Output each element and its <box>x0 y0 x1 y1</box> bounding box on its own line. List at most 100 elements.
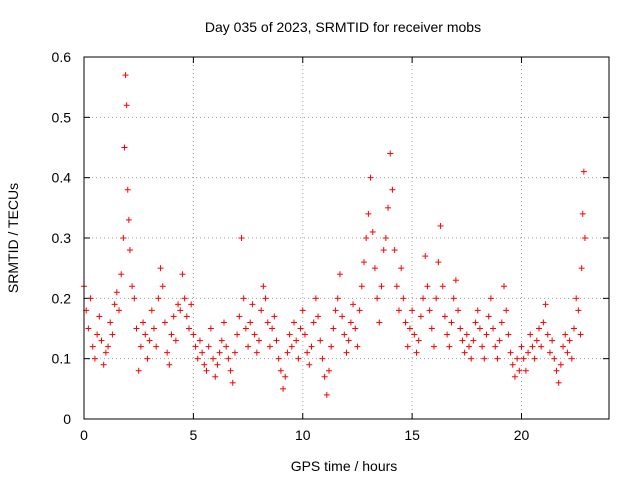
data-point <box>286 331 293 338</box>
data-point <box>153 343 160 350</box>
data-point <box>216 349 223 356</box>
data-point <box>352 325 359 332</box>
y-tick-label: 0.4 <box>52 170 72 186</box>
data-point <box>157 265 164 272</box>
data-point <box>422 253 429 260</box>
data-point <box>199 349 206 356</box>
data-point <box>328 343 335 350</box>
data-point <box>365 210 372 217</box>
data-point <box>310 319 317 326</box>
data-point <box>424 283 431 290</box>
data-point <box>428 325 435 332</box>
data-points <box>81 72 588 398</box>
y-tick-label: 0.2 <box>52 290 72 306</box>
data-point <box>470 337 477 344</box>
data-point <box>221 319 227 326</box>
data-point <box>433 295 440 302</box>
data-point <box>100 361 107 368</box>
data-point <box>562 331 569 338</box>
data-point <box>260 283 267 290</box>
data-point <box>299 307 306 314</box>
data-point <box>151 325 157 332</box>
data-point <box>89 343 96 350</box>
data-point <box>578 265 585 272</box>
data-point <box>148 307 155 314</box>
data-point <box>487 295 494 302</box>
data-point <box>404 343 411 350</box>
data-point <box>336 271 343 278</box>
data-point <box>553 367 560 374</box>
data-point <box>437 222 444 229</box>
data-point <box>123 102 130 109</box>
data-point <box>406 325 413 332</box>
data-point <box>540 319 547 326</box>
data-point <box>505 331 512 338</box>
tick-labels: 0 5 10 15 20 0 0.1 0.2 0.3 0.4 0.5 0.6 <box>52 49 530 443</box>
data-point <box>354 343 361 350</box>
data-point <box>542 301 549 308</box>
data-point <box>580 168 587 175</box>
chart-title: Day 035 of 2023, SRMTID for receiver mob… <box>205 19 481 35</box>
data-point <box>549 337 556 344</box>
grid <box>84 57 609 419</box>
data-point <box>312 295 319 302</box>
data-point <box>295 355 302 362</box>
data-point <box>341 331 348 338</box>
data-point <box>529 343 536 350</box>
data-point <box>426 307 433 314</box>
data-point <box>315 313 322 320</box>
data-point <box>120 235 127 241</box>
data-point <box>374 295 381 302</box>
data-point <box>253 349 260 356</box>
data-point <box>118 271 125 278</box>
plot-area-border <box>83 56 610 420</box>
data-point <box>225 355 232 362</box>
data-point <box>431 343 437 350</box>
data-point <box>525 349 532 356</box>
data-point <box>575 307 582 314</box>
data-point <box>280 385 287 392</box>
data-point <box>229 379 236 386</box>
data-point <box>205 343 212 350</box>
data-point <box>256 337 262 344</box>
data-point <box>551 355 558 362</box>
data-point <box>520 355 527 362</box>
data-point <box>293 337 300 344</box>
y-tick-label: 0.1 <box>52 351 72 367</box>
data-point <box>131 295 138 302</box>
data-point <box>566 337 573 344</box>
data-point <box>531 355 538 362</box>
data-point <box>369 228 376 235</box>
data-point <box>98 337 105 344</box>
data-point <box>238 235 245 241</box>
y-tick-label: 0.5 <box>52 109 72 125</box>
data-point <box>218 337 225 344</box>
data-point <box>137 343 144 350</box>
y-tick-label: 0 <box>63 411 71 427</box>
data-point <box>105 343 112 350</box>
data-point <box>546 349 553 356</box>
data-point <box>345 337 352 344</box>
data-point <box>166 361 173 368</box>
data-point <box>144 355 151 362</box>
data-point <box>330 325 337 332</box>
data-point <box>457 325 464 332</box>
data-point <box>121 144 128 151</box>
data-point <box>459 337 466 344</box>
data-point <box>113 289 120 296</box>
data-point <box>236 313 243 320</box>
data-point <box>194 355 201 362</box>
data-point <box>481 355 488 362</box>
data-point <box>155 295 162 302</box>
data-point <box>435 259 442 266</box>
data-point <box>522 367 529 374</box>
data-point <box>203 367 210 374</box>
data-point <box>196 337 203 344</box>
data-point <box>476 325 483 332</box>
data-point <box>415 337 422 344</box>
data-point <box>91 355 98 362</box>
data-point <box>402 319 409 326</box>
data-point <box>444 331 451 338</box>
data-point <box>564 349 571 356</box>
data-point <box>518 343 525 350</box>
